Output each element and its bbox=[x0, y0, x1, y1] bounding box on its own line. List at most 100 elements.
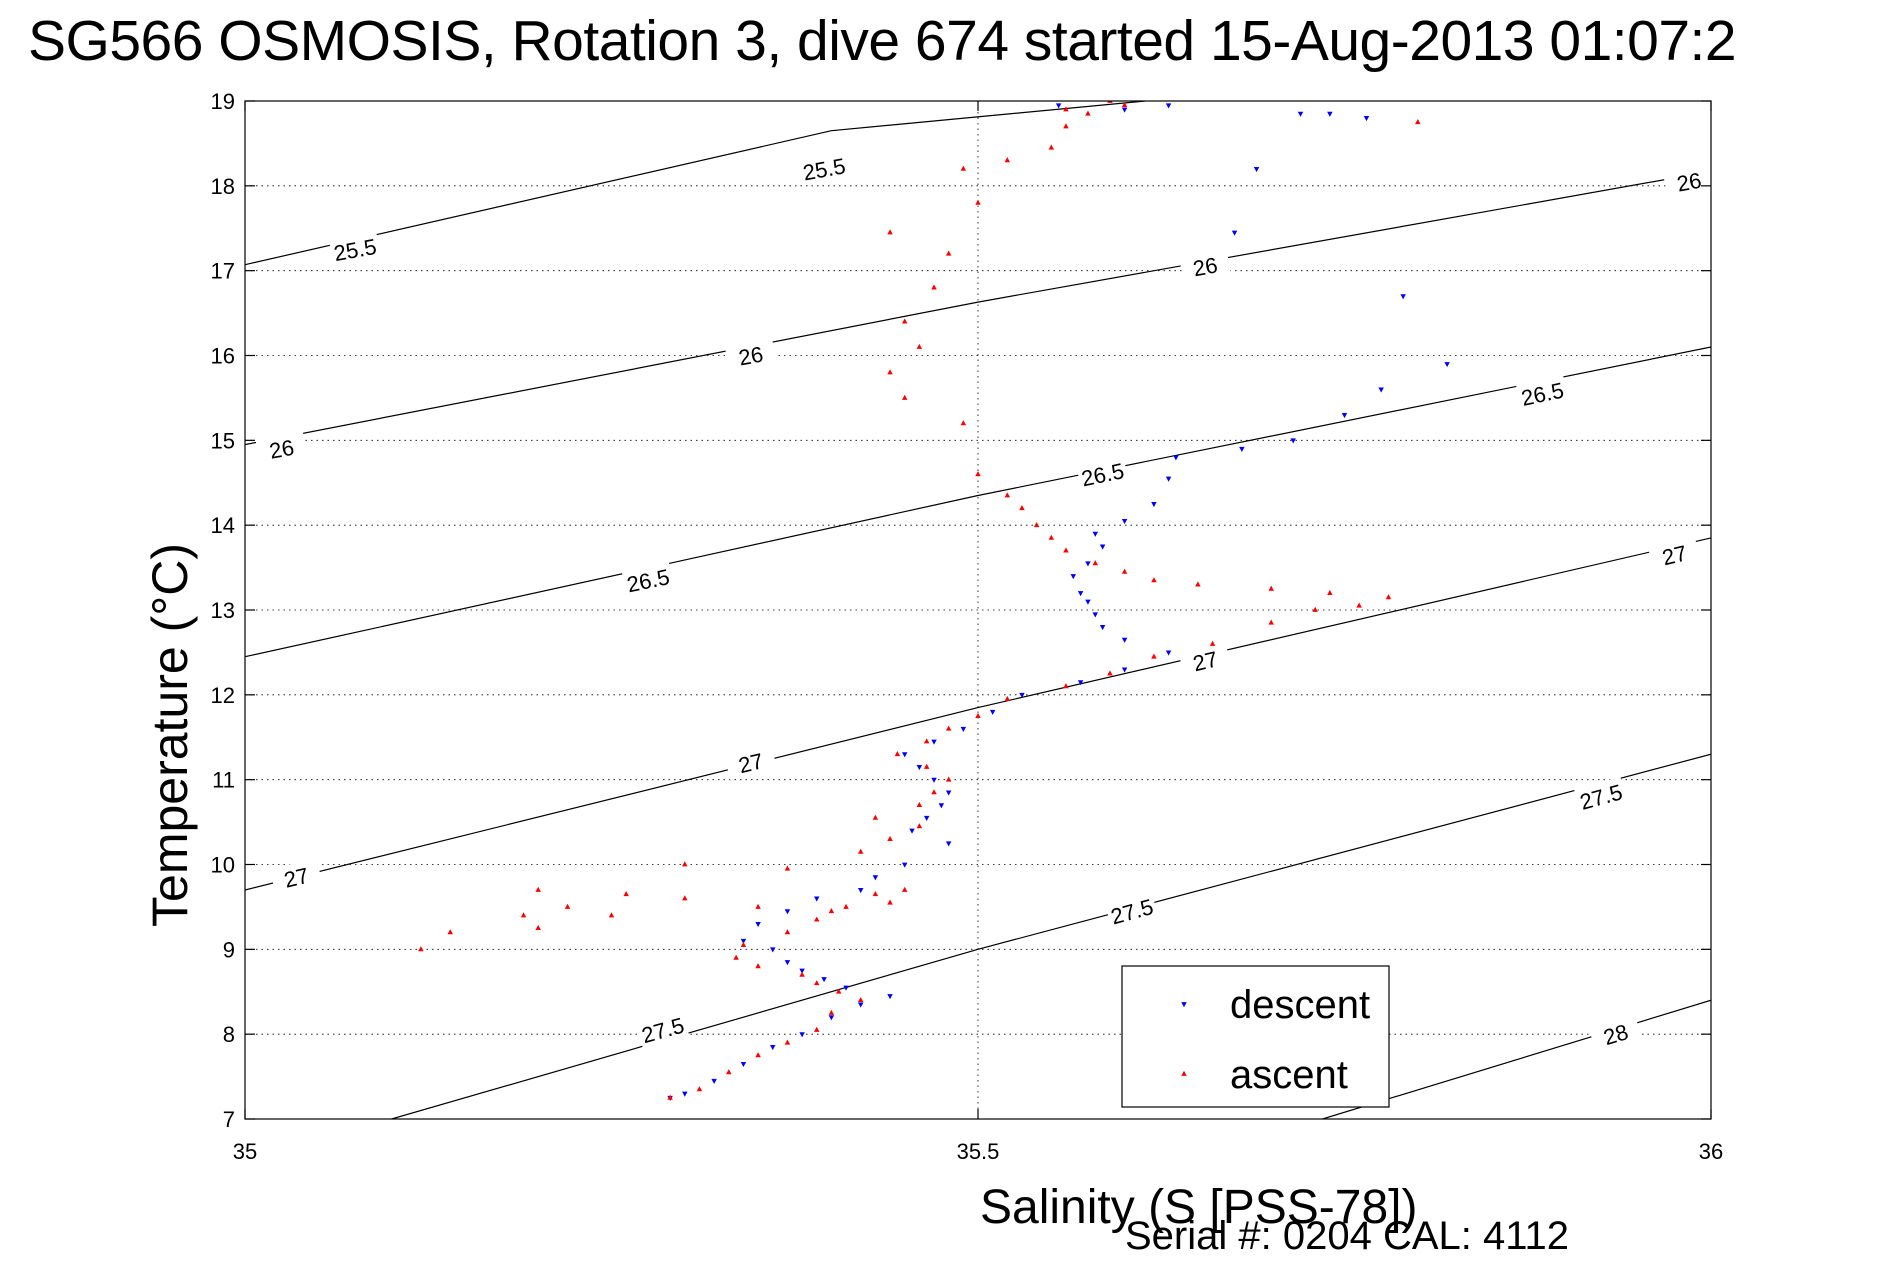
axis-ticks: 7 8 9 10 11 12 13 14 15 16 17 18 19 35 35.5 36 bbox=[211, 89, 1724, 1164]
descent-point bbox=[1363, 116, 1370, 122]
descent-point bbox=[1165, 650, 1172, 656]
y-tick-label: 15 bbox=[211, 428, 235, 453]
ascent-point bbox=[901, 394, 908, 400]
descent-point bbox=[1173, 455, 1179, 461]
descent-point bbox=[1121, 107, 1128, 113]
ascent-point bbox=[916, 823, 923, 829]
ascent-point bbox=[535, 886, 541, 892]
legend-label-ascent: ascent bbox=[1230, 1053, 1348, 1097]
descent-point bbox=[1290, 438, 1296, 444]
ascent-point bbox=[975, 712, 981, 718]
y-axis-label: Temperature (°C) bbox=[142, 543, 198, 927]
contour-line-27 bbox=[245, 537, 1711, 891]
y-tick-label: 13 bbox=[211, 598, 235, 623]
x-tick-label: 35 bbox=[233, 1139, 257, 1164]
ascent-point bbox=[836, 988, 842, 994]
ascent-point bbox=[1195, 581, 1201, 587]
ascent-point bbox=[1004, 157, 1011, 163]
descent-point bbox=[989, 709, 996, 715]
y-tick-label: 8 bbox=[223, 1022, 235, 1047]
descent-point bbox=[1085, 599, 1091, 605]
ascent-point bbox=[945, 725, 952, 731]
ascent-point bbox=[608, 912, 615, 918]
ascent-point bbox=[1312, 606, 1318, 612]
contour-label-backing bbox=[1574, 776, 1628, 815]
descent-point bbox=[1239, 446, 1245, 453]
ascent-point bbox=[1048, 534, 1055, 540]
descent-point bbox=[799, 1032, 805, 1038]
contour-label-group: 27 bbox=[1647, 535, 1701, 573]
ascent-point bbox=[945, 250, 952, 256]
contour-label-backing bbox=[724, 337, 777, 372]
y-tick-label: 9 bbox=[223, 937, 235, 962]
ascent-point bbox=[931, 789, 937, 795]
contour-label-group: 26.5 bbox=[1076, 455, 1129, 491]
ascent-point bbox=[814, 980, 820, 986]
descent-point bbox=[1121, 519, 1128, 525]
contour-label-backing bbox=[269, 857, 323, 895]
ascent-point bbox=[1085, 110, 1091, 116]
descent-point bbox=[1378, 387, 1384, 393]
contour-label-backing bbox=[797, 150, 850, 185]
descent-point bbox=[1055, 103, 1062, 109]
ascent-point bbox=[894, 751, 901, 757]
ascent-point bbox=[916, 801, 923, 808]
descent-point bbox=[1085, 561, 1091, 567]
ascent-point bbox=[1415, 119, 1421, 125]
descent-point bbox=[1297, 111, 1304, 117]
descent-point bbox=[1444, 362, 1450, 368]
descent-point bbox=[770, 1044, 776, 1051]
descent-point bbox=[770, 947, 776, 953]
ascent-point bbox=[1092, 560, 1098, 566]
ascent-point bbox=[843, 903, 849, 909]
ascent-point bbox=[960, 165, 967, 171]
ascent-point bbox=[799, 971, 805, 977]
descent-point bbox=[901, 752, 908, 758]
contour-labels: 25.525.52626262626.526.526.52727272727.5… bbox=[255, 150, 1715, 1053]
legend-marker-ascent bbox=[1181, 1070, 1187, 1076]
ascent-point bbox=[828, 1009, 835, 1015]
ascent-point bbox=[931, 284, 937, 290]
ascent-point bbox=[960, 420, 967, 426]
descent-point bbox=[916, 765, 923, 771]
contour-label-backing bbox=[724, 743, 777, 780]
descent-point bbox=[887, 994, 893, 1000]
ascent-point bbox=[784, 1039, 791, 1045]
y-tick-label: 17 bbox=[211, 259, 235, 284]
contour-label: 27 bbox=[1660, 540, 1690, 570]
data-points bbox=[418, 101, 1450, 1101]
ascent-point bbox=[916, 343, 923, 349]
ascent-point bbox=[784, 865, 791, 871]
contour-label-backing bbox=[1588, 1013, 1643, 1053]
contour-label-backing bbox=[635, 1009, 690, 1048]
y-tick-label: 10 bbox=[211, 853, 235, 878]
contour-label-group: 27 bbox=[724, 743, 777, 780]
descent-point bbox=[821, 977, 827, 983]
descent-point bbox=[1099, 625, 1106, 631]
ascent-point bbox=[814, 916, 820, 922]
descent-point bbox=[1019, 692, 1025, 699]
legend-box bbox=[1121, 965, 1390, 1108]
density-contours bbox=[245, 101, 1711, 1119]
descent-point bbox=[1099, 544, 1106, 550]
descent-point bbox=[938, 803, 945, 809]
ascent-point bbox=[535, 924, 541, 931]
ascent-point bbox=[858, 997, 864, 1003]
ascent-point bbox=[623, 890, 629, 897]
ascent-point bbox=[696, 1086, 703, 1092]
descent-point bbox=[931, 777, 937, 783]
descent-point bbox=[814, 896, 820, 902]
contour-label-group: 26 bbox=[724, 337, 777, 372]
contour-label-group: 27 bbox=[1178, 641, 1232, 679]
descent-point bbox=[1165, 476, 1172, 482]
contour-label: 27 bbox=[736, 748, 766, 778]
x-tick-label: 36 bbox=[1699, 1139, 1723, 1164]
ascent-point bbox=[1063, 106, 1069, 112]
ascent-point bbox=[901, 886, 908, 892]
ascent-point bbox=[1048, 144, 1055, 150]
descent-point bbox=[799, 968, 805, 974]
descent-point bbox=[1231, 230, 1238, 236]
descent-point bbox=[945, 841, 952, 847]
ascent-point bbox=[1063, 547, 1069, 553]
y-tick-label: 11 bbox=[212, 768, 235, 793]
